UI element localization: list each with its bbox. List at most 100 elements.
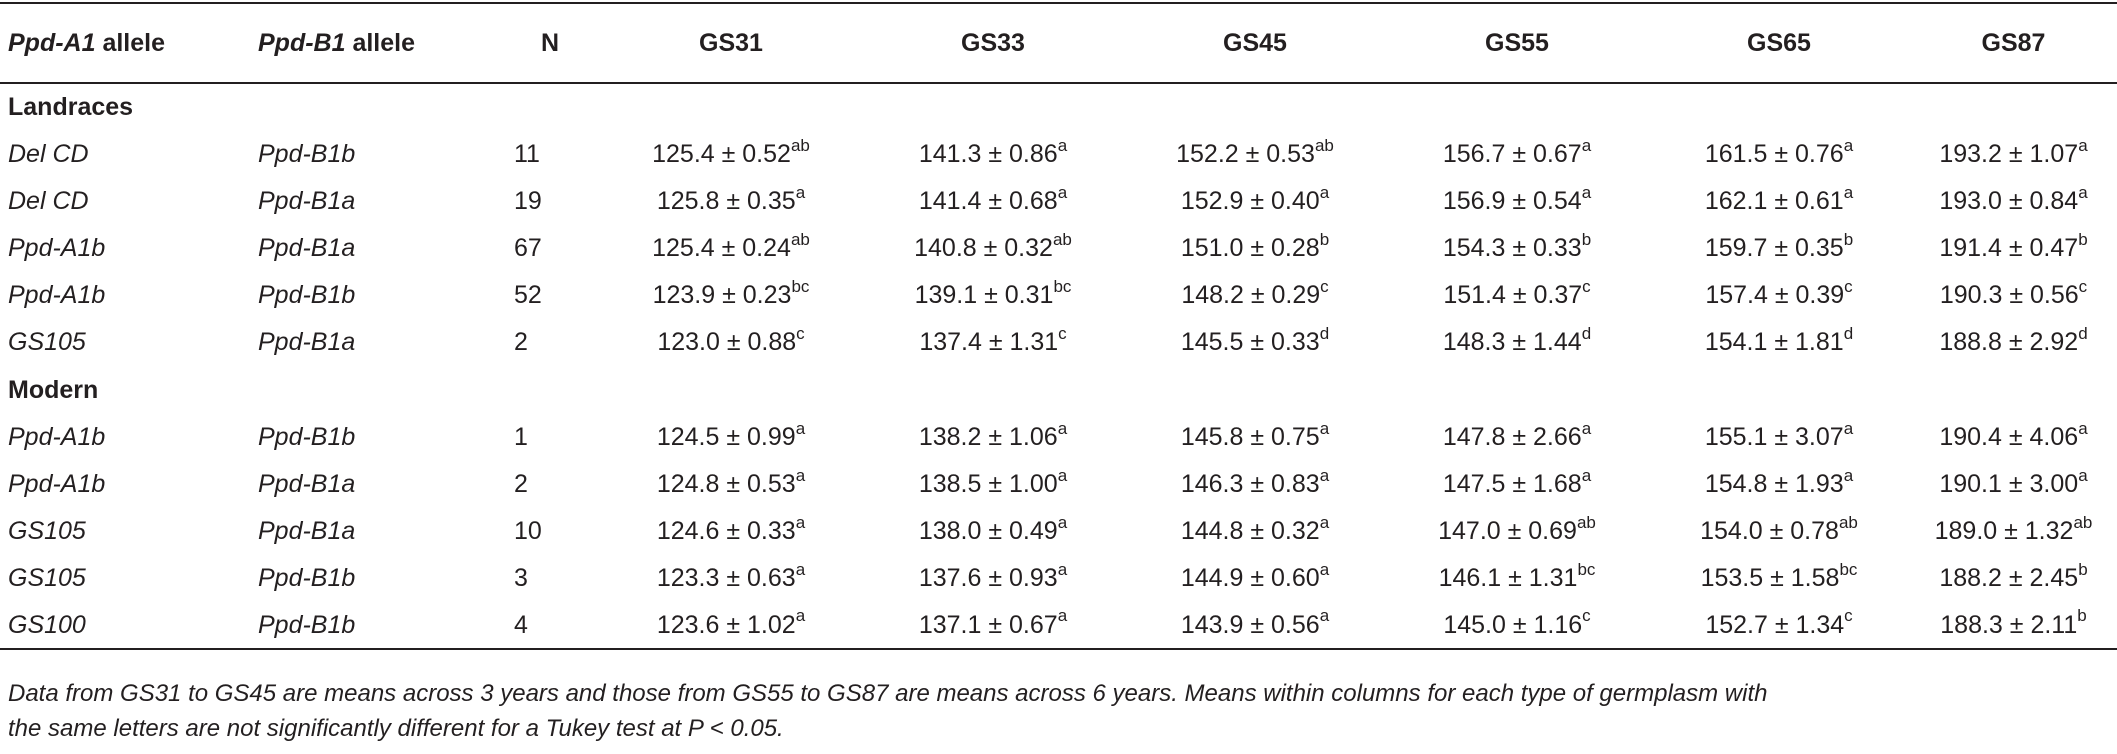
cell-gs87: 190.1 ± 3.00a bbox=[1910, 461, 2117, 508]
cell-tukey-letters: a bbox=[795, 418, 806, 438]
data-table-container: Ppd-A1 allele Ppd-B1 allele N GS31 GS33 … bbox=[0, 2, 2117, 650]
cell-mean-se: 146.3 ± 0.83 bbox=[1180, 470, 1320, 498]
cell-n: 1 bbox=[514, 423, 528, 451]
cell-tukey-letters: ab bbox=[1314, 135, 1334, 155]
cell-gs87: 188.3 ± 2.11b bbox=[1910, 602, 2117, 650]
cell-mean-se: 123.9 ± 0.23 bbox=[652, 281, 792, 309]
cell-tukey-letters: b bbox=[1843, 229, 1854, 249]
cell-tukey-letters: ab bbox=[1052, 229, 1072, 249]
cell-mean-se: 153.5 ± 1.58 bbox=[1700, 564, 1840, 592]
cell-tukey-letters: a bbox=[2078, 418, 2088, 438]
table-row: GS105 Ppd-B1b 3 123.3 ± 0.63a 137.6 ± 0.93a 1… bbox=[0, 555, 2117, 602]
cell-mean-se: 145.0 ± 1.16 bbox=[1443, 610, 1583, 639]
cell-tukey-letters: ab bbox=[790, 229, 810, 249]
cell-tukey-letters: d bbox=[1319, 323, 1330, 343]
cell-gs45: 145.5 ± 0.33d bbox=[1124, 319, 1386, 366]
cell-mean-se: 156.7 ± 0.67 bbox=[1442, 140, 1582, 168]
cell-gs65: 154.0 ± 0.78ab bbox=[1648, 508, 1910, 555]
cell-tukey-letters: a bbox=[1319, 418, 1330, 438]
cell-ppd-a1-allele: GS105 bbox=[8, 517, 86, 545]
cell-gs65: 153.5 ± 1.58bc bbox=[1648, 555, 1910, 602]
cell-tukey-letters: ab bbox=[790, 135, 810, 155]
cell-ppd-a1-allele: Ppd-A1b bbox=[8, 470, 106, 498]
cell-tukey-letters: a bbox=[1319, 465, 1330, 485]
cell-mean-se: 188.8 ± 2.92 bbox=[1939, 328, 2079, 356]
cell-tukey-letters: a bbox=[1581, 182, 1592, 202]
group-label: Landraces bbox=[8, 93, 134, 121]
cell-tukey-letters: a bbox=[1843, 465, 1854, 485]
cell-gs31: 124.8 ± 0.53a bbox=[600, 461, 862, 508]
table-row: Del CD Ppd-B1a 19 125.8 ± 0.35a 141.4 ± 0.68… bbox=[0, 178, 2117, 225]
cell-gs65: 162.1 ± 0.61a bbox=[1648, 178, 1910, 225]
cell-mean-se: 154.8 ± 1.93 bbox=[1704, 470, 1844, 498]
cell-ppd-a1-allele: Ppd-A1b bbox=[8, 281, 106, 309]
cell-tukey-letters: c bbox=[1582, 276, 1591, 296]
cell-gs33: 141.3 ± 0.86a bbox=[862, 131, 1124, 178]
cell-mean-se: 191.4 ± 0.47 bbox=[1939, 234, 2079, 262]
cell-tukey-letters: ab bbox=[1576, 512, 1596, 532]
header-gs33: GS33 bbox=[862, 2, 1124, 84]
cell-gs87: 190.4 ± 4.06a bbox=[1910, 414, 2117, 461]
cell-tukey-letters: a bbox=[795, 606, 806, 626]
table-row: Ppd-A1b Ppd-B1b 52 123.9 ± 0.23bc 139.1 ± 0.… bbox=[0, 272, 2117, 319]
cell-mean-se: 155.1 ± 3.07 bbox=[1704, 423, 1844, 451]
header-gs65: GS65 bbox=[1648, 2, 1910, 84]
cell-mean-se: 159.7 ± 0.35 bbox=[1704, 234, 1844, 262]
cell-mean-se: 138.0 ± 0.49 bbox=[918, 517, 1058, 545]
cell-mean-se: 152.9 ± 0.40 bbox=[1180, 187, 1320, 215]
table-row: Ppd-A1b Ppd-B1a 67 125.4 ± 0.24ab 140.8 ± 0.… bbox=[0, 225, 2117, 272]
cell-mean-se: 157.4 ± 0.39 bbox=[1705, 281, 1845, 309]
table-row: Del CD Ppd-B1b 11 125.4 ± 0.52ab 141.3 ± 0.8… bbox=[0, 131, 2117, 178]
cell-mean-se: 188.2 ± 2.45 bbox=[1939, 564, 2079, 592]
cell-tukey-letters: ab bbox=[2073, 512, 2093, 532]
header-row: Ppd-A1 allele Ppd-B1 allele N GS31 GS33 … bbox=[0, 2, 2117, 84]
cell-tukey-letters: a bbox=[1057, 559, 1068, 579]
cell-n: 67 bbox=[514, 234, 542, 262]
cell-tukey-letters: a bbox=[1057, 512, 1068, 532]
cell-tukey-letters: a bbox=[1581, 465, 1592, 485]
cell-tukey-letters: bc bbox=[791, 276, 810, 296]
cell-gs31: 123.6 ± 1.02a bbox=[600, 602, 862, 650]
cell-mean-se: 161.5 ± 0.76 bbox=[1704, 140, 1844, 168]
cell-gs33: 137.4 ± 1.31c bbox=[862, 319, 1124, 366]
cell-mean-se: 152.7 ± 1.34 bbox=[1705, 610, 1845, 639]
cell-n: 52 bbox=[514, 281, 542, 309]
cell-gs33: 137.6 ± 0.93a bbox=[862, 555, 1124, 602]
cell-mean-se: 148.3 ± 1.44 bbox=[1442, 328, 1582, 356]
table-row: GS100 Ppd-B1b 4 123.6 ± 1.02a 137.1 ± 0.67a 1… bbox=[0, 602, 2117, 650]
cell-gs45: 146.3 ± 0.83a bbox=[1124, 461, 1386, 508]
cell-tukey-letters: bc bbox=[1577, 559, 1596, 579]
cell-tukey-letters: a bbox=[1319, 559, 1330, 579]
cell-ppd-b1-allele: Ppd-B1b bbox=[250, 602, 500, 650]
cell-ppd-b1-allele: Ppd-B1b bbox=[258, 281, 356, 309]
cell-tukey-letters: c bbox=[1582, 606, 1591, 626]
cell-tukey-letters: b bbox=[2078, 229, 2088, 249]
cell-tukey-letters: b bbox=[1581, 229, 1592, 249]
cell-tukey-letters: bc bbox=[1839, 559, 1858, 579]
header-gs31: GS31 bbox=[600, 2, 862, 84]
footnote-line-1: Data from GS31 to GS45 are means across … bbox=[8, 680, 1768, 707]
cell-tukey-letters: a bbox=[1319, 182, 1330, 202]
cell-gs55: 154.3 ± 0.33b bbox=[1386, 225, 1648, 272]
table-body: Landraces Del CD Ppd-B1b 11 125.4 ± 0.52ab 14… bbox=[0, 83, 2117, 650]
cell-tukey-letters: a bbox=[1319, 512, 1330, 532]
cell-tukey-letters: a bbox=[1057, 606, 1068, 626]
table-row: GS105 Ppd-B1a 2 123.0 ± 0.88c 137.4 ± 1.31c 1… bbox=[0, 319, 2117, 366]
cell-mean-se: 147.8 ± 2.66 bbox=[1442, 423, 1582, 451]
cell-mean-se: 141.4 ± 0.68 bbox=[918, 187, 1058, 215]
cell-ppd-a1-allele: GS100 bbox=[0, 602, 250, 650]
cell-tukey-letters: b bbox=[2078, 559, 2088, 579]
cell-tukey-letters: c bbox=[1844, 606, 1853, 626]
cell-tukey-letters: a bbox=[1057, 418, 1068, 438]
cell-tukey-letters: c bbox=[796, 323, 805, 343]
header-ppd-a1-allele: Ppd-A1 allele bbox=[0, 2, 250, 84]
cell-mean-se: 154.0 ± 0.78 bbox=[1700, 517, 1839, 545]
cell-gs45: 144.9 ± 0.60a bbox=[1124, 555, 1386, 602]
cell-tukey-letters: c bbox=[1058, 323, 1067, 343]
cell-tukey-letters: d bbox=[1581, 323, 1592, 343]
cell-mean-se: 125.4 ± 0.24 bbox=[652, 234, 791, 262]
cell-gs65: 157.4 ± 0.39c bbox=[1648, 272, 1910, 319]
cell-gs31: 123.0 ± 0.88c bbox=[600, 319, 862, 366]
cell-gs87: 191.4 ± 0.47b bbox=[1910, 225, 2117, 272]
cell-gs33: 138.0 ± 0.49a bbox=[862, 508, 1124, 555]
